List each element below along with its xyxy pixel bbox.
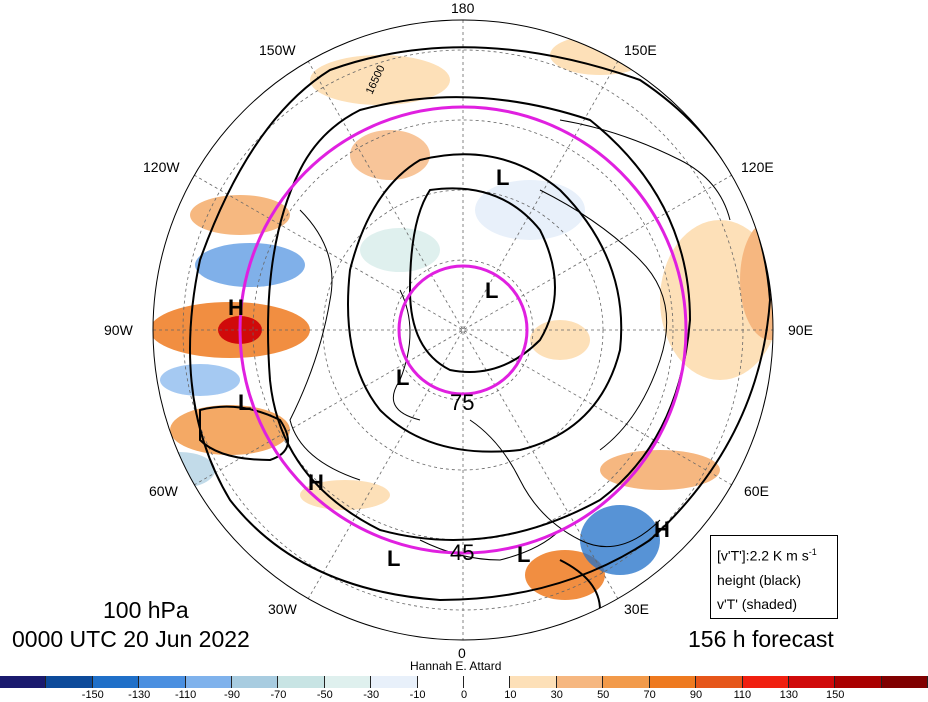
colorbar-swatch <box>835 676 882 688</box>
legend-line-height: height (black) <box>717 571 802 588</box>
lat-circle-45 <box>238 105 688 555</box>
meridian-label-60e: 60E <box>744 483 769 499</box>
level-title: 100 hPa <box>103 597 189 623</box>
low-marker: L <box>496 165 509 190</box>
shade-negative <box>360 228 440 272</box>
meridian-label-120w: 120W <box>143 159 180 175</box>
colorbar-swatch <box>139 676 186 688</box>
colorbar-tick-label: 90 <box>689 689 703 701</box>
colorbar <box>0 676 928 688</box>
meridian-label-0: 0 <box>458 645 466 661</box>
colorbar-swatch <box>324 676 372 688</box>
valid-time: 0000 UTC 20 Jun 2022 <box>12 626 250 652</box>
colorbar-tick-label: -30 <box>363 689 380 701</box>
lat-circle-75 <box>397 264 529 396</box>
legend-line-scale: [v'T']:2.2 K m s-1 <box>717 547 817 564</box>
colorbar-tick-label: -70 <box>270 689 287 701</box>
colorbar-swatch <box>46 676 93 688</box>
pressure-systems: L L H L L H L L H <box>228 165 670 571</box>
colorbar-tick-label: 50 <box>597 689 610 701</box>
shade-negative <box>475 180 585 240</box>
high-marker: H <box>228 295 244 320</box>
shade-positive <box>190 195 290 235</box>
low-marker: L <box>517 542 530 567</box>
colorbar-swatch <box>92 676 140 688</box>
meridian-label-150e: 150E <box>624 42 657 58</box>
colorbar-tick-label: 130 <box>779 689 798 701</box>
colorbar-swatch <box>232 676 279 688</box>
high-marker: H <box>308 470 324 495</box>
colorbar-tick-label: 10 <box>504 689 517 701</box>
high-marker: H <box>654 517 670 542</box>
colorbar-swatch <box>881 676 928 688</box>
meridian-label-60w: 60W <box>149 483 178 499</box>
shade-negative <box>160 364 240 396</box>
meridian-label-150w: 150W <box>259 42 296 58</box>
legend-box: [v'T']:2.2 K m s-1 height (black) v'T' (… <box>710 535 838 619</box>
low-marker: L <box>485 278 498 303</box>
shade-negative <box>580 505 660 575</box>
colorbar-tick-label: 0 <box>460 689 468 701</box>
colorbar-tick-label: -130 <box>128 689 151 701</box>
colorbar-tick-label: 30 <box>550 689 563 701</box>
forecast-hour: 156 h forecast <box>688 626 834 652</box>
circle-label-75: 75 <box>450 390 474 415</box>
colorbar-swatch <box>742 676 789 688</box>
low-marker: L <box>387 546 400 571</box>
colorbar-swatch <box>649 676 697 688</box>
meridian-label-180: 180 <box>451 0 475 16</box>
colorbar-tick-label: -90 <box>224 689 240 701</box>
shade-positive <box>310 55 450 105</box>
colorbar-labels: -150 -130 -110 -90 -70 -50 -30 -10 0 10 30 50 70 90 11… <box>0 689 928 702</box>
legend-line-shaded: v'T' (shaded) <box>717 595 798 612</box>
colorbar-swatch <box>185 676 233 688</box>
colorbar-swatch <box>603 676 650 688</box>
colorbar-tick-label: 70 <box>643 689 656 701</box>
circle-label-45: 45 <box>450 540 474 565</box>
author-credit: Hannah E. Attard <box>410 659 502 673</box>
colorbar-swatch <box>278 676 325 688</box>
colorbar-tick-label: -10 <box>409 689 426 701</box>
colorbar-swatch <box>464 676 511 688</box>
meridian-label-30e: 30E <box>624 601 649 617</box>
colorbar-swatch <box>696 676 743 688</box>
colorbar-tick-label: 110 <box>733 689 752 701</box>
meridian-label-30w: 30W <box>268 601 297 617</box>
colorbar-tick-label: 150 <box>826 689 845 701</box>
coastlines <box>289 119 731 561</box>
colorbar-swatch <box>417 676 465 688</box>
map-border <box>152 19 774 641</box>
low-marker: L <box>238 390 251 415</box>
colorbar-tick-label: -150 <box>81 689 104 701</box>
low-marker: L <box>396 365 409 390</box>
colorbar-swatch <box>0 676 47 688</box>
colorbar-swatch <box>788 676 836 688</box>
meridian-label-90e: 90E <box>788 322 813 338</box>
meridian-label-120e: 120E <box>741 159 774 175</box>
height-contours <box>189 46 772 611</box>
colorbar-tick-label: -110 <box>174 689 197 701</box>
colorbar-swatch <box>556 676 604 688</box>
colorbar-swatch <box>510 676 557 688</box>
colorbar-swatch <box>371 676 418 688</box>
meridian-label-90w: 90W <box>104 322 133 338</box>
colorbar-tick-label: -50 <box>316 689 333 701</box>
